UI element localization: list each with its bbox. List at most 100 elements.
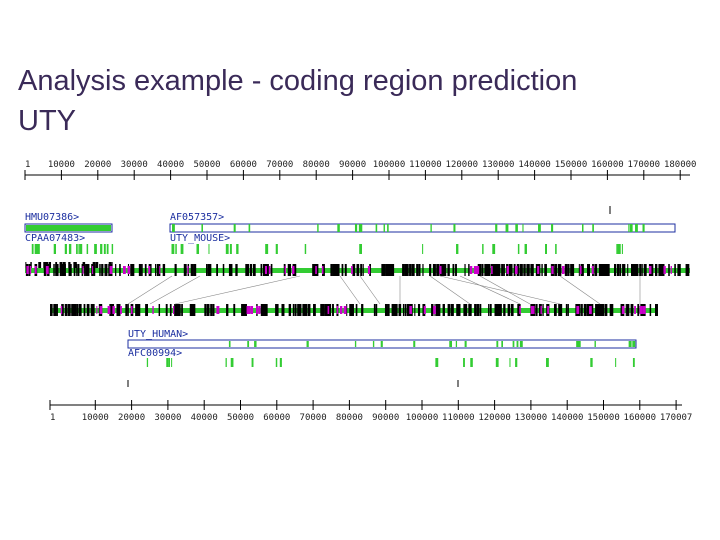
feature: [524, 244, 527, 254]
feature: [637, 304, 640, 316]
feature: [468, 304, 472, 316]
feature: [417, 304, 421, 316]
ruler-label: 30000: [154, 413, 181, 423]
feature: [614, 264, 617, 276]
feature: [670, 266, 672, 274]
feature: [436, 264, 439, 276]
feature: [383, 224, 385, 232]
feature: [87, 264, 90, 276]
ruler-label: 20000: [118, 413, 145, 423]
feature: [567, 264, 570, 276]
feature: [292, 304, 295, 316]
ruler-label: 110000: [442, 413, 475, 423]
feature: [256, 306, 259, 314]
feature: [145, 304, 148, 316]
feature: [82, 266, 84, 274]
feature: [245, 264, 248, 276]
feature: [433, 264, 436, 276]
feature: [118, 304, 121, 316]
feature: [251, 358, 254, 367]
feature: [519, 306, 521, 314]
feature: [146, 358, 149, 367]
feature: [570, 264, 573, 276]
feature: [233, 304, 236, 316]
feature: [546, 304, 549, 316]
feature: [579, 266, 582, 274]
feature: [176, 304, 180, 316]
feature: [367, 266, 371, 274]
feature: [510, 304, 513, 316]
feature: [264, 266, 268, 274]
feature: [558, 304, 561, 316]
feature: [524, 264, 526, 276]
feature: [639, 264, 642, 276]
feature: [468, 264, 470, 276]
feature: [165, 304, 168, 316]
feature: [582, 264, 584, 276]
feature: [609, 304, 612, 316]
ruler-label: 1: [25, 160, 30, 170]
feature: [512, 341, 515, 347]
feature: [73, 304, 76, 316]
feature: [322, 304, 325, 316]
connector: [149, 275, 201, 305]
feature: [74, 262, 77, 270]
feature: [209, 264, 212, 276]
feature: [630, 304, 634, 316]
feature: [526, 264, 529, 276]
ruler-label: 120000: [478, 413, 511, 423]
feature: [159, 266, 161, 274]
feature: [270, 264, 273, 276]
feature: [216, 264, 219, 276]
feature: [349, 304, 351, 316]
feature: [247, 341, 250, 347]
feature: [245, 304, 247, 316]
feature: [322, 264, 325, 276]
feature: [523, 264, 525, 276]
feature: [183, 264, 187, 276]
feature: [74, 304, 77, 316]
feature: [317, 264, 319, 276]
feature: [398, 304, 401, 316]
feature: [661, 264, 665, 276]
feature: [447, 304, 451, 316]
feature: [687, 264, 690, 276]
feature: [50, 304, 53, 316]
feature: [236, 244, 239, 254]
feature: [25, 262, 27, 270]
feature: [328, 304, 332, 316]
feature: [561, 266, 565, 274]
feature: [597, 304, 600, 316]
feature: [357, 264, 359, 276]
feature: [503, 304, 506, 316]
feature: [352, 264, 356, 276]
feature: [430, 224, 432, 232]
feature: [542, 304, 544, 316]
feature: [130, 306, 133, 314]
ruler-label: 50000: [193, 160, 220, 170]
feature: [252, 264, 256, 276]
feature: [289, 264, 291, 276]
feature: [206, 264, 208, 276]
feature: [38, 262, 42, 270]
feature: [567, 304, 569, 316]
feature: [166, 358, 169, 367]
feature: [492, 264, 496, 276]
feature: [436, 304, 440, 316]
feature: [658, 264, 661, 276]
feature: [306, 341, 309, 347]
feature: [254, 341, 257, 347]
ruler-label: 60000: [263, 413, 290, 423]
feature: [414, 304, 416, 316]
feature: [590, 358, 593, 367]
feature: [26, 266, 29, 274]
feature: [509, 358, 511, 367]
feature: [158, 304, 161, 316]
slide-title: Analysis example - coding region predict…: [18, 65, 577, 97]
feature: [405, 264, 408, 276]
feature: [108, 264, 110, 276]
ruler-label: 160000: [624, 413, 657, 423]
feature: [438, 304, 441, 316]
ruler-label: 20000: [84, 160, 111, 170]
feature: [302, 304, 306, 316]
